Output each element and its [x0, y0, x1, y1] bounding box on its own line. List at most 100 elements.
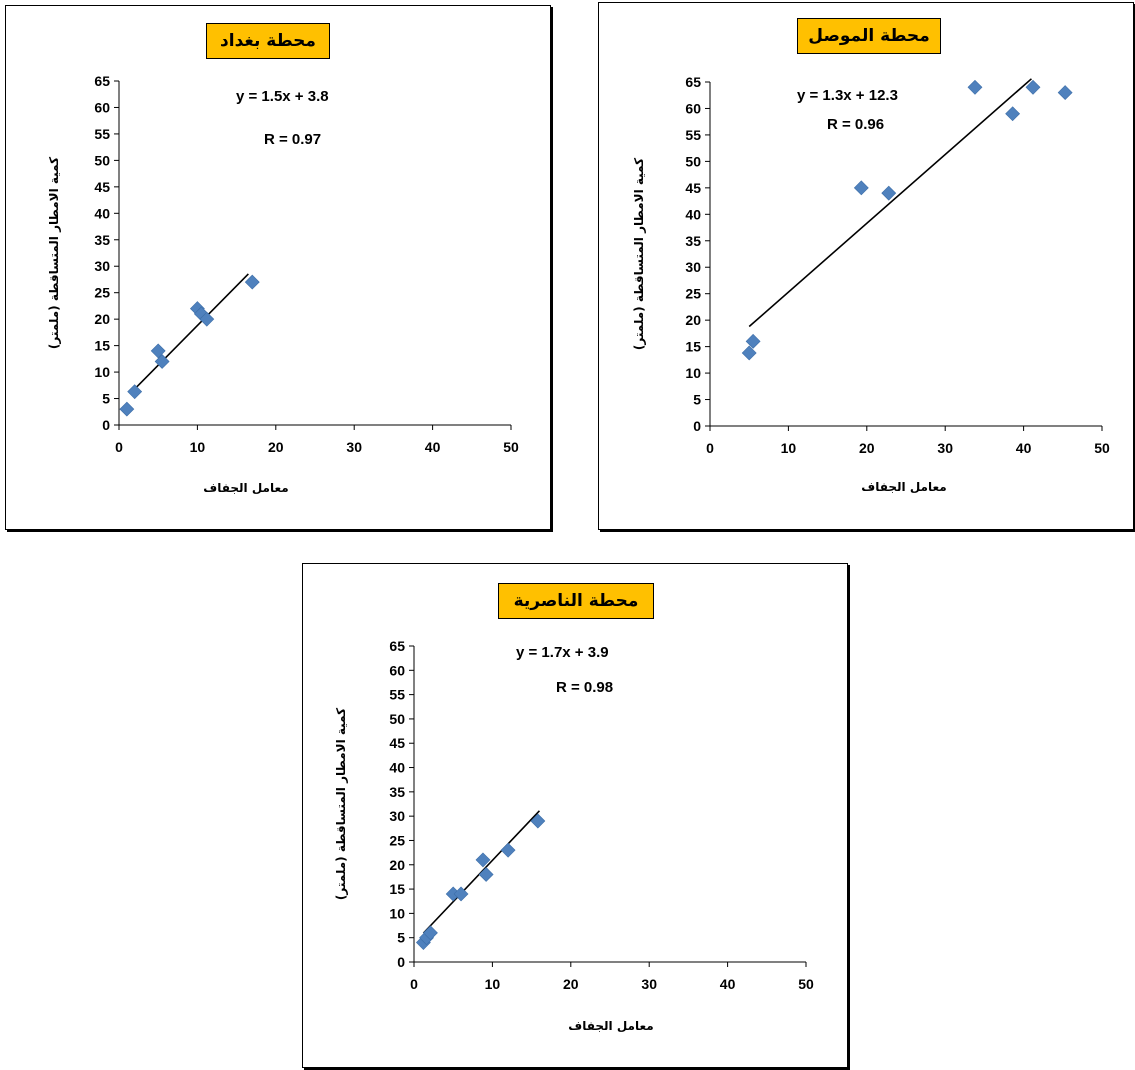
x-tick-label: 30	[346, 439, 362, 455]
data-point	[150, 343, 166, 359]
chart-svg-baghdad: 0 5 10 15 20 25 30 35 40 45 50 55 60 65 0 10 20 30 40 50 معا…	[47, 73, 519, 495]
data-point	[500, 842, 516, 858]
x-tick-label: 10	[781, 440, 797, 456]
data-point	[741, 345, 757, 361]
x-tick-label: 50	[503, 439, 519, 455]
y-tick-label: 35	[685, 233, 701, 249]
x-tick-label: 0	[706, 440, 714, 456]
y-tick-label: 50	[94, 152, 110, 168]
y-tick-label: 25	[389, 832, 405, 848]
x-tick-label: 50	[798, 976, 814, 992]
x-tick-label: 10	[485, 976, 501, 992]
data-point	[967, 79, 983, 95]
y-tick-label: 40	[685, 206, 701, 222]
y-tick-label: 35	[389, 784, 405, 800]
chart-svg-nasiriyah: 0 5 10 15 20 25 30 35 40 45 50 55 60 65 0 10 20 30 40 50 معا…	[334, 638, 814, 1033]
x-tick-label: 20	[563, 976, 579, 992]
y-axis-title: كمية الامطار المتساقطة (ملمتر)	[334, 708, 348, 900]
y-tick-label: 5	[693, 392, 701, 408]
y-tick-label: 35	[94, 232, 110, 248]
data-point	[199, 311, 215, 327]
data-point	[1005, 106, 1021, 122]
x-axis-title: معامل الجفاف	[861, 480, 946, 494]
y-tick-label: 65	[389, 638, 405, 654]
y-tick-label: 10	[685, 365, 701, 381]
y-tick-label: 40	[389, 760, 405, 776]
data-point	[423, 925, 438, 941]
correlation-value: R = 0.97	[264, 131, 322, 148]
y-axis-title: كمية الامطار المتساقطة (ملمتر)	[632, 158, 646, 350]
y-tick-label: 0	[102, 417, 110, 433]
chart-panel-mosul: 0 5 10 15 20 25 30 35 40 45 50 55 60 65 0 10 20 30 40 50 معا…	[598, 2, 1134, 530]
data-point	[1057, 85, 1073, 101]
data-point	[127, 384, 143, 400]
x-tick-label: 50	[1094, 440, 1110, 456]
correlation-value: R = 0.96	[827, 116, 885, 133]
y-tick-label: 25	[94, 285, 110, 301]
x-tick-label: 40	[720, 976, 736, 992]
trend-line	[130, 273, 249, 394]
y-axis-title: كمية الامطار المتساقطة (ملمتر)	[47, 157, 61, 349]
y-tick-label: 20	[94, 311, 110, 327]
y-tick-label: 30	[94, 258, 110, 274]
y-tick-label: 45	[685, 180, 701, 196]
y-tick-label: 60	[685, 100, 701, 116]
chart-panel-baghdad: 0 5 10 15 20 25 30 35 40 45 50 55 60 65 0 10 20 30 40 50 معا…	[5, 5, 551, 530]
x-tick-label: 0	[410, 976, 418, 992]
data-point	[244, 274, 260, 290]
x-tick-label: 20	[268, 439, 284, 455]
y-tick-label: 20	[685, 312, 701, 328]
y-tick-label: 15	[389, 881, 405, 897]
y-tick-label: 10	[94, 364, 110, 380]
chart-title: محطة الناصرية	[498, 583, 654, 619]
y-tick-label: 5	[397, 930, 405, 946]
y-tick-label: 65	[94, 73, 110, 89]
data-point	[745, 333, 761, 349]
y-tick-label: 0	[397, 954, 405, 970]
x-axis-title: معامل الجفاف	[203, 481, 288, 495]
y-tick-label: 20	[389, 857, 405, 873]
x-tick-label: 0	[115, 439, 123, 455]
y-tick-label: 50	[389, 711, 405, 727]
chart-panel-nasiriyah: 0 5 10 15 20 25 30 35 40 45 50 55 60 65 0 10 20 30 40 50 معا…	[302, 563, 848, 1068]
y-tick-label: 0	[693, 418, 701, 434]
y-tick-label: 30	[685, 259, 701, 275]
correlation-value: R = 0.98	[556, 679, 614, 696]
chart-title: محطة بغداد	[206, 23, 330, 59]
chart-svg-mosul: 0 5 10 15 20 25 30 35 40 45 50 55 60 65 0 10 20 30 40 50 معا…	[632, 74, 1110, 494]
x-tick-label: 10	[190, 439, 206, 455]
y-tick-label: 55	[94, 126, 110, 142]
chart-title: محطة الموصل	[797, 18, 941, 54]
x-tick-label: 30	[937, 440, 953, 456]
data-point	[1025, 79, 1041, 95]
regression-equation: y = 1.5x + 3.8	[236, 88, 329, 105]
trend-line	[748, 78, 1032, 328]
y-tick-label: 60	[389, 662, 405, 678]
y-tick-label: 15	[685, 339, 701, 355]
y-tick-label: 60	[94, 99, 110, 115]
y-tick-label: 40	[94, 205, 110, 221]
y-tick-label: 65	[685, 74, 701, 90]
x-tick-label: 20	[859, 440, 875, 456]
y-tick-label: 45	[94, 179, 110, 195]
y-tick-label: 55	[389, 687, 405, 703]
regression-equation: y = 1.3x + 12.3	[797, 87, 898, 104]
data-point	[119, 401, 135, 417]
y-tick-label: 10	[389, 905, 405, 921]
y-tick-label: 15	[94, 338, 110, 354]
y-tick-label: 5	[102, 391, 110, 407]
data-point	[853, 180, 869, 196]
x-tick-label: 40	[1016, 440, 1032, 456]
data-point	[453, 886, 469, 902]
x-axis-title: معامل الجفاف	[568, 1019, 653, 1033]
y-tick-label: 55	[685, 127, 701, 143]
data-point	[478, 867, 494, 882]
data-point	[154, 354, 170, 369]
y-tick-label: 30	[389, 808, 405, 824]
data-point	[530, 813, 546, 829]
y-tick-label: 25	[685, 286, 701, 302]
data-point	[475, 852, 491, 868]
x-tick-label: 30	[641, 976, 657, 992]
y-tick-label: 45	[389, 735, 405, 751]
data-point	[881, 185, 897, 201]
